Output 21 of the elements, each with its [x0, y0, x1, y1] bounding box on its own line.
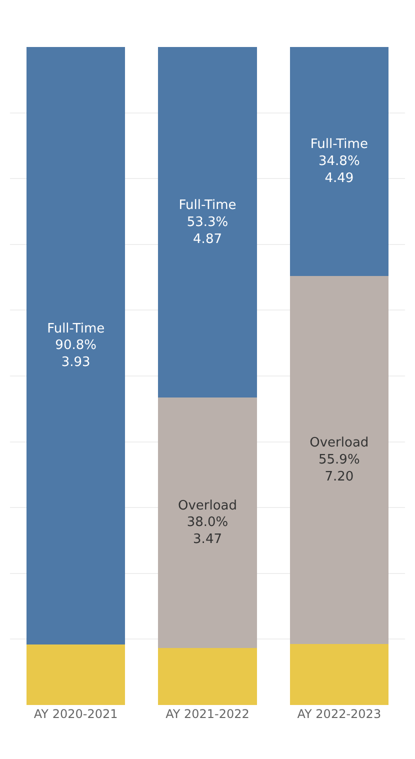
text: Full-Time	[47, 321, 105, 336]
bar	[290, 276, 389, 644]
bar	[290, 644, 389, 705]
x-tick-label: AY 2020-2021	[34, 707, 118, 721]
bar	[158, 648, 257, 705]
x-tick-label: AY 2022-2023	[297, 707, 382, 721]
bar	[26, 644, 126, 705]
series-label: Full-Time	[310, 137, 368, 152]
data-label: 53.3% 4.87	[186, 214, 228, 247]
data-label: 34.8% 4.49	[318, 154, 360, 186]
bar	[290, 47, 389, 276]
text: Overload	[178, 498, 238, 514]
data-label: 90.8% 3.93	[55, 338, 96, 370]
x-tick-label: AY 2021-2022	[166, 707, 250, 721]
series-label: Overload	[310, 435, 369, 450]
text: Full-Time	[178, 198, 236, 213]
bar	[26, 47, 126, 644]
data-label: 55.9% 7.20	[318, 452, 360, 484]
bar	[158, 47, 257, 398]
data-label: 38.0% 3.47	[186, 515, 228, 548]
bar	[158, 398, 257, 648]
